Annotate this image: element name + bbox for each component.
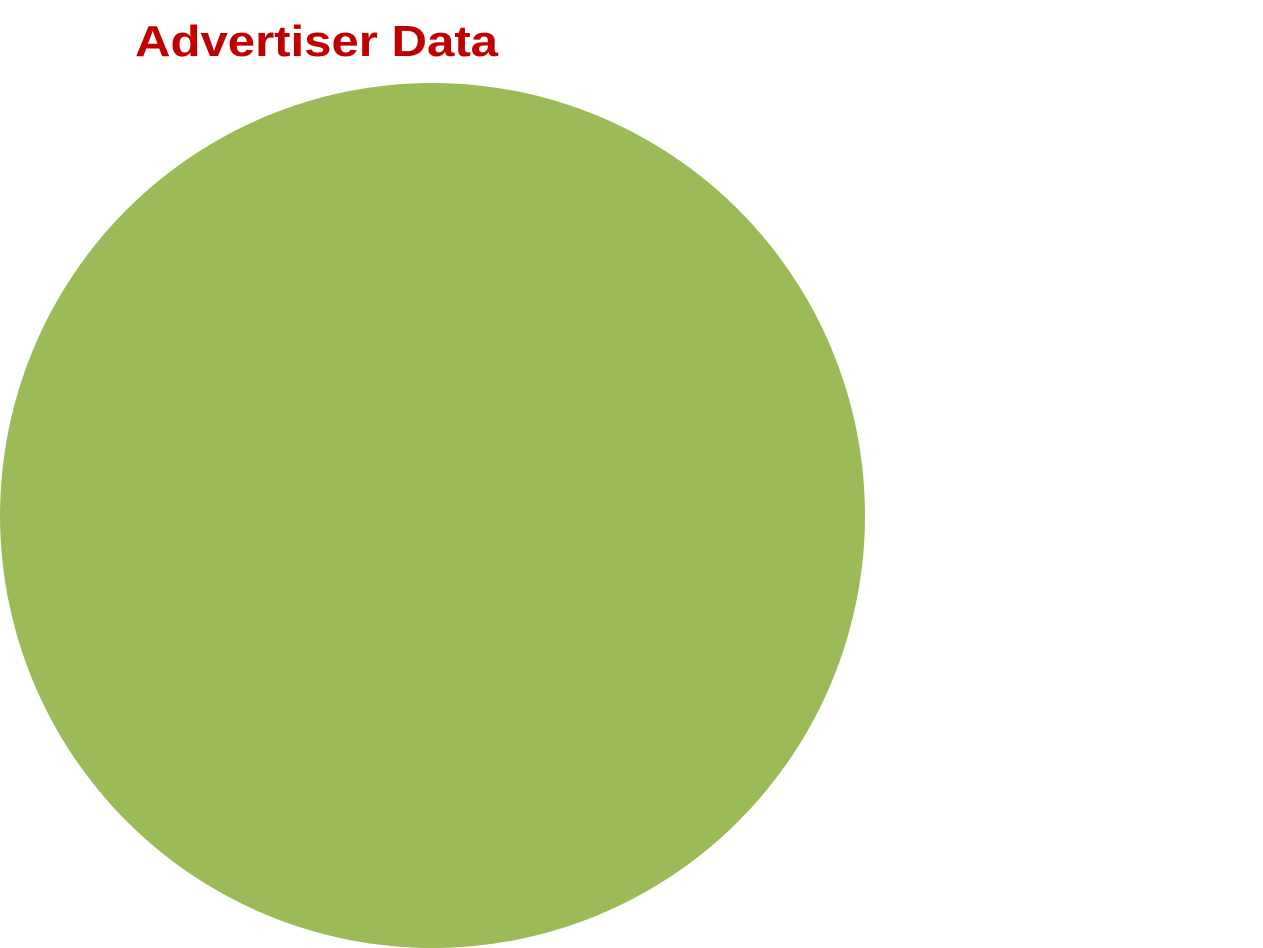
diagram-title: Advertiser Data: [135, 17, 498, 66]
advertiser-data-circle: [0, 83, 865, 948]
